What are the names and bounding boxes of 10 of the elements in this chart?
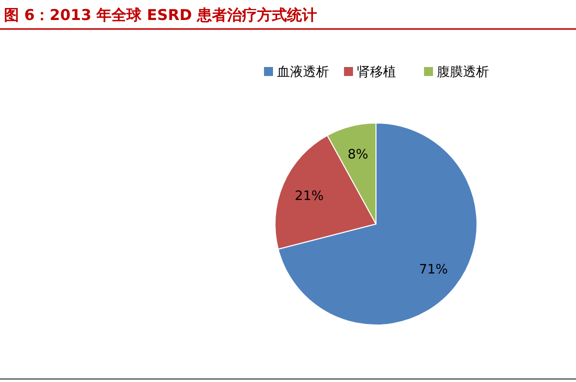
data-label: 8% bbox=[348, 148, 368, 163]
legend-item: 血液透析 bbox=[264, 65, 329, 80]
legend-label: 肾移植 bbox=[357, 65, 396, 80]
data-label: 71% bbox=[419, 262, 448, 278]
legend-item: 腹膜透析 bbox=[424, 65, 489, 80]
legend-item: 肾移植 bbox=[344, 65, 396, 80]
data-label: 21% bbox=[294, 189, 324, 204]
legend-label: 血液透析 bbox=[277, 65, 329, 80]
chart-title: 图 6：2013 年全球 ESRD 患者治疗方式统计 bbox=[4, 6, 318, 24]
legend-label: 腹膜透析 bbox=[437, 65, 489, 80]
